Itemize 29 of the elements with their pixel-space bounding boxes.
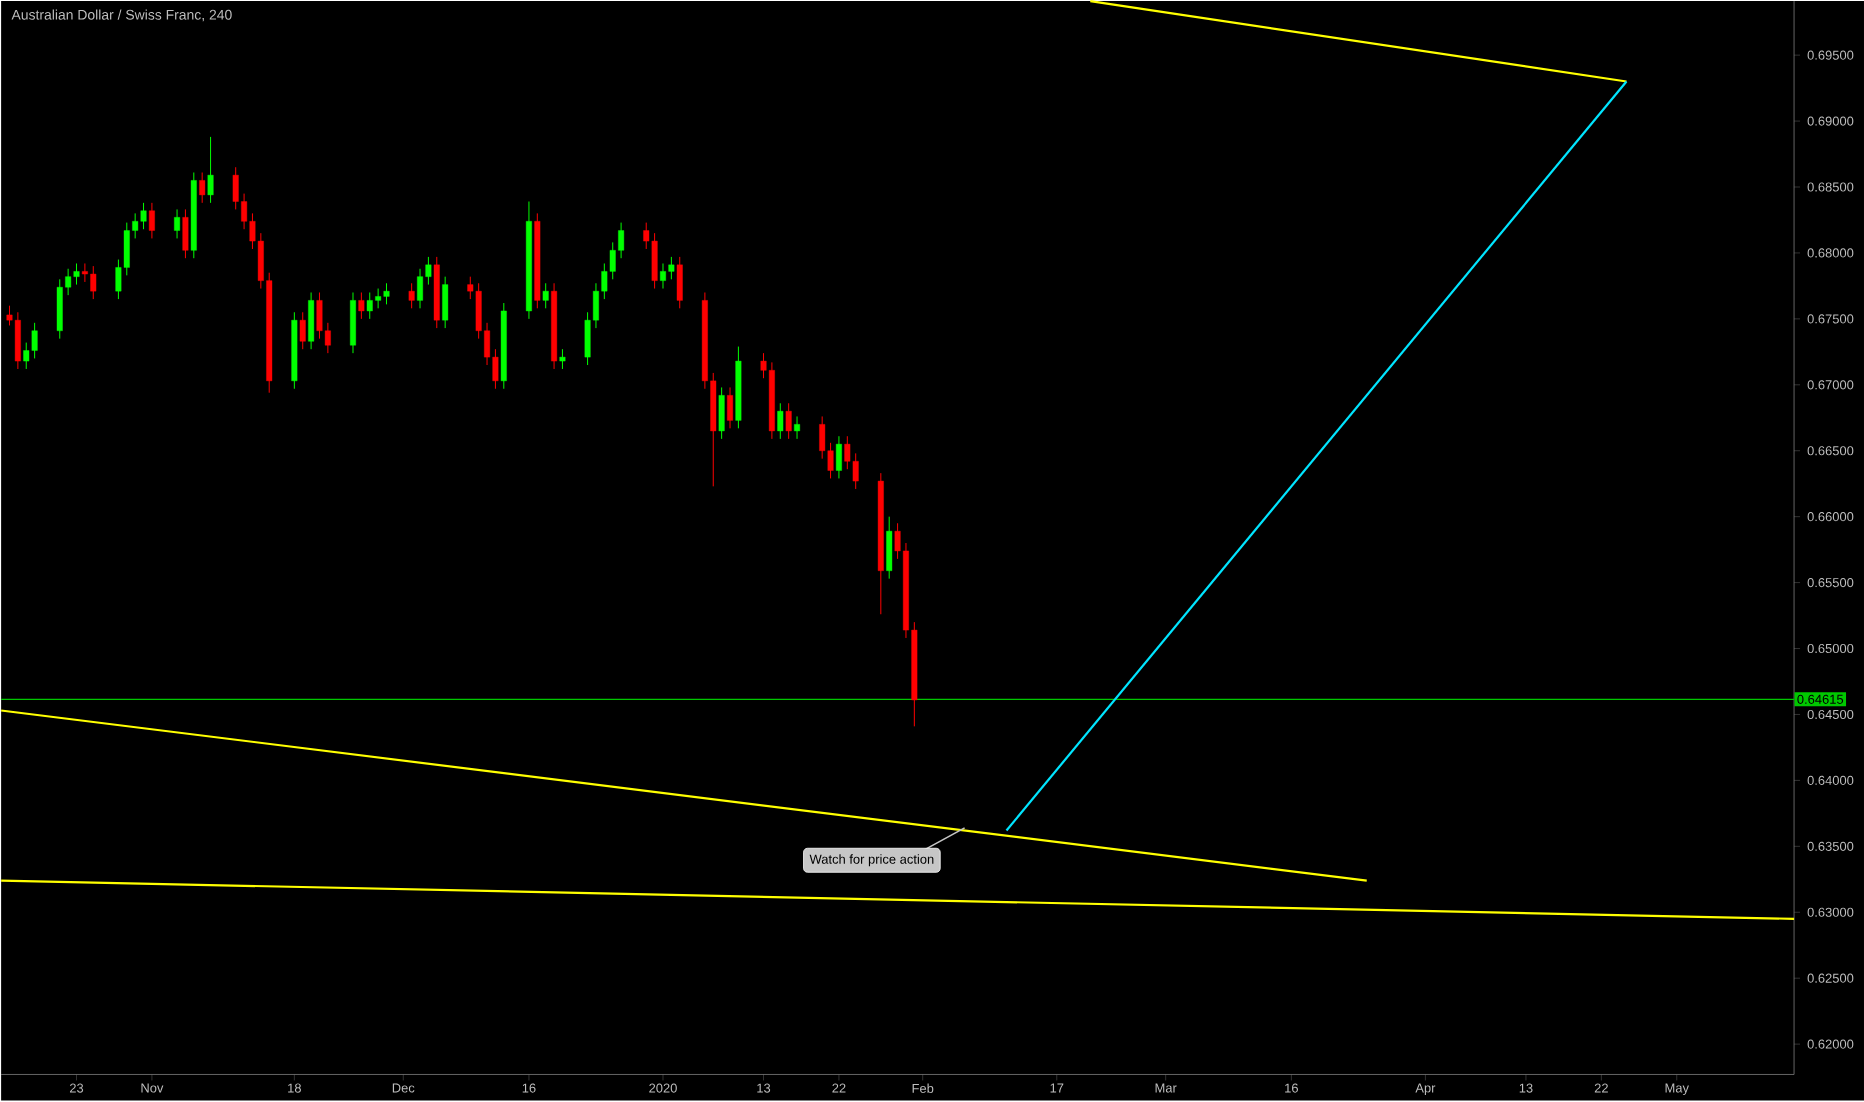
candlestick <box>308 292 315 350</box>
candlestick <box>651 232 658 290</box>
candlestick <box>299 311 306 350</box>
candlestick <box>358 292 365 320</box>
candlestick <box>316 292 323 340</box>
candlestick <box>140 202 147 230</box>
candlestick <box>182 209 189 259</box>
candlestick <box>442 276 449 329</box>
candlestick <box>542 282 549 309</box>
candlestick <box>676 256 683 309</box>
candlestick <box>835 435 842 480</box>
candlestick <box>350 292 356 354</box>
candlestick <box>383 282 390 305</box>
candlestick <box>718 387 725 440</box>
candlestick <box>794 416 801 440</box>
candlestick <box>148 202 155 240</box>
candlestick <box>886 516 893 580</box>
candlestick <box>174 209 181 240</box>
candlestick <box>31 322 38 360</box>
candlestick <box>408 282 415 309</box>
candlestick <box>559 348 566 370</box>
candlestick <box>777 402 784 440</box>
candlestick <box>727 387 733 429</box>
candlestick <box>14 311 21 370</box>
candlestick <box>207 136 214 204</box>
candlestick <box>199 172 206 204</box>
candlestick <box>668 256 675 280</box>
candlestick <box>785 402 792 440</box>
candlestick <box>73 263 80 286</box>
